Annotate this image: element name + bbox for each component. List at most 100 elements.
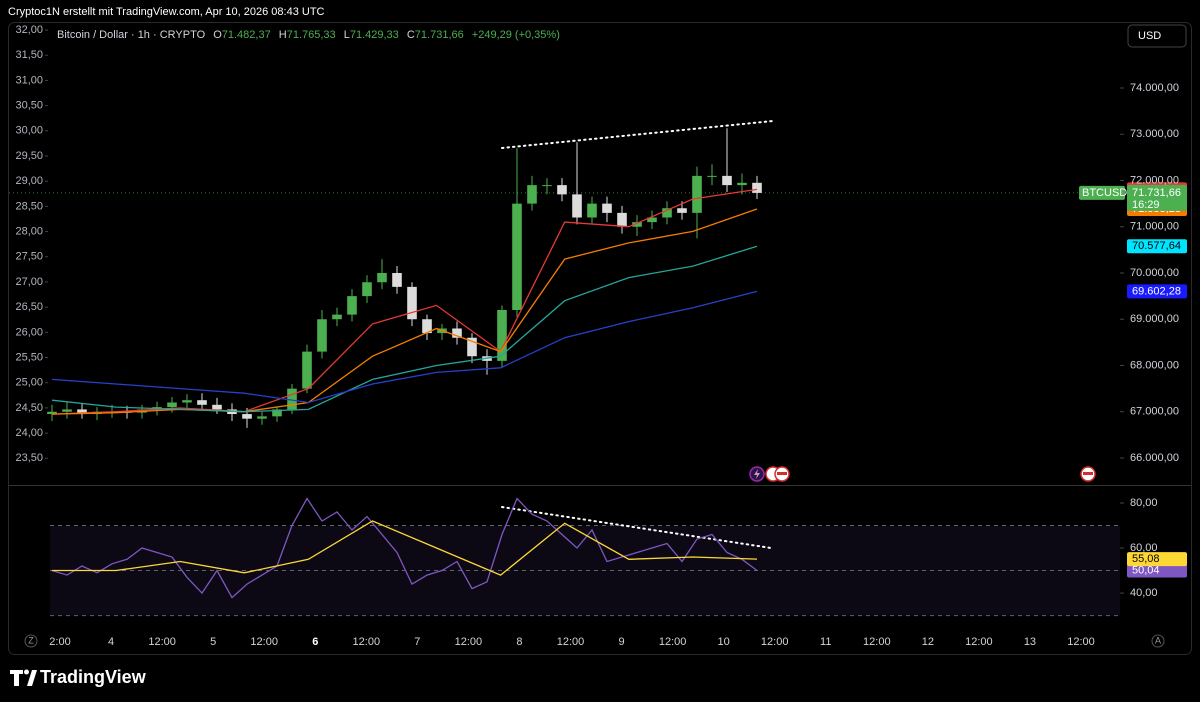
legend-key: C <box>407 29 415 41</box>
candle-body <box>662 208 672 218</box>
x-tick-label: 4 <box>108 636 114 648</box>
candle-body <box>407 286 417 320</box>
x-tick-label: 12:00 <box>148 636 176 648</box>
y2-tick-label: 30,00 <box>15 125 43 137</box>
y2-tick-label: 28,50 <box>15 200 43 212</box>
y2-tick-label: 26,00 <box>15 326 43 338</box>
y-tick-label: 74.000,00 <box>1130 82 1179 94</box>
y2-tick-label: 29,50 <box>15 150 43 162</box>
candle-body <box>332 314 342 320</box>
y-tick-label: 66.000,00 <box>1130 452 1179 464</box>
auto-label: A <box>1155 635 1161 645</box>
candle-body <box>677 208 687 213</box>
last-price-box <box>1127 184 1187 211</box>
x-tick-label: 9 <box>618 636 624 648</box>
candle-body <box>62 409 72 412</box>
y-tick-label: 67.000,00 <box>1130 406 1179 418</box>
candle-body <box>632 222 642 227</box>
logo-glyph <box>10 670 23 686</box>
legend-value: 71.765,33 <box>287 29 336 41</box>
event-glyph <box>754 469 760 479</box>
y-tick-label: 68.000,00 <box>1130 359 1179 371</box>
candle-body <box>212 404 222 410</box>
candle-body <box>512 203 522 310</box>
indicator-line <box>51 497 758 599</box>
candle-body <box>452 328 462 338</box>
last-value-label: 50,04 <box>1132 564 1160 576</box>
brand-logo <box>10 669 37 686</box>
candle-body <box>257 416 267 419</box>
x-tick-label: 12:00 <box>557 636 585 648</box>
x-tick-label: 12 <box>922 636 934 648</box>
y2-tick-label: 23,50 <box>15 452 43 464</box>
indicator-line <box>52 520 758 576</box>
candle-body <box>527 185 537 204</box>
candle-body <box>242 414 252 419</box>
candle-body <box>572 194 582 218</box>
trendline-rsi <box>501 506 772 549</box>
candle-body <box>197 400 207 405</box>
y2-tick-label: 29,00 <box>15 175 43 187</box>
x-tick-label: 12:00 <box>353 636 381 648</box>
candle-body <box>167 402 177 408</box>
trendline-price <box>501 120 774 149</box>
marks: 71.807,8971.383,2870.577,6469.602,28BTCU… <box>47 128 1187 599</box>
last-value-label: 69.602,28 <box>1132 285 1181 297</box>
frame <box>8 22 1192 655</box>
y2-tick-label: 26,50 <box>15 301 43 313</box>
last-value-label-box <box>1127 552 1187 567</box>
credit: Cryptoc1N erstellt mit TradingView.com, … <box>8 6 325 18</box>
candle-body <box>377 272 387 283</box>
symbol-name: Bitcoin / Dollar · 1h · CRYPTO <box>57 29 206 41</box>
x-tick-label: 12:00 <box>455 636 483 648</box>
x-tick-label: 12:00 <box>659 636 687 648</box>
candle-body <box>497 309 507 361</box>
last-value-label-box <box>1127 239 1187 254</box>
scale-label: Z <box>28 635 34 645</box>
y-tick-label: 71.000,00 <box>1130 221 1179 233</box>
x-tick-label: 7 <box>414 636 420 648</box>
y2-tick-label: 30,50 <box>15 100 43 112</box>
y-tick-label: 40,00 <box>1130 587 1158 599</box>
y2-tick-label: 24,00 <box>15 427 43 439</box>
candle-body <box>47 411 57 415</box>
events <box>749 466 1096 482</box>
last-price-label: 71.731,66 <box>1132 187 1181 199</box>
logo-glyph <box>24 669 29 675</box>
candle-body <box>347 296 357 315</box>
candle-body <box>467 337 477 357</box>
last-value-label: 70.577,64 <box>1132 240 1181 252</box>
legend-key: O <box>213 29 222 41</box>
candle-body <box>587 203 597 218</box>
candle-body <box>707 175 717 177</box>
candle-body <box>647 217 657 223</box>
scale-button[interactable] <box>24 634 38 648</box>
y2-tick-label: 25,00 <box>15 377 43 389</box>
y-tick-label: 60,00 <box>1130 542 1158 554</box>
indicator-line <box>51 245 758 413</box>
candle-body <box>272 409 282 417</box>
x-tick-label: 12:00 <box>1067 636 1095 648</box>
y2-tick-label: 24,50 <box>15 402 43 414</box>
currency-button[interactable] <box>1127 24 1187 48</box>
y-tick-label: 69.000,00 <box>1130 313 1179 325</box>
candle-body <box>752 182 762 193</box>
legend-value: 71.731,66 <box>415 29 464 41</box>
event-glyph <box>777 472 787 475</box>
auto-button[interactable] <box>1151 634 1165 648</box>
y2-tick-label: 27,50 <box>15 251 43 263</box>
x-tick-label: 10 <box>718 636 730 648</box>
legend: Bitcoin / Dollar · 1h · CRYPTO O71.482,3… <box>57 29 560 41</box>
countdown-label: 16:29 <box>1132 199 1160 211</box>
last-value-label-box <box>1127 563 1187 578</box>
x-tick-label: 12:00 <box>250 636 278 648</box>
candle-body <box>692 175 702 213</box>
x-tick-label: 12:00 <box>965 636 993 648</box>
symbol-box <box>1079 185 1125 200</box>
y2-tick-label: 31,50 <box>15 49 43 61</box>
candle-body <box>602 203 612 213</box>
candle-body <box>722 175 732 186</box>
x-tick-label: 5 <box>210 636 216 648</box>
legend-key: L <box>344 29 350 41</box>
